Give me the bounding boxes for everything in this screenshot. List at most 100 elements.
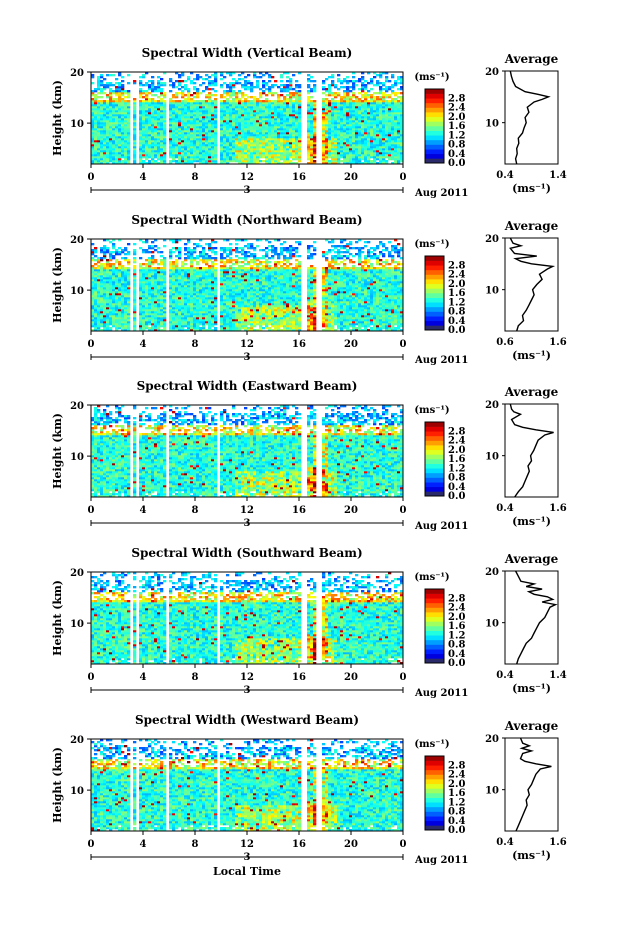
heatmap-cell <box>256 120 260 123</box>
heatmap-cell <box>127 120 131 123</box>
heatmap-cell <box>103 136 107 139</box>
heatmap-cell <box>388 86 392 89</box>
heatmap-cell <box>196 309 200 312</box>
heatmap-cell <box>100 305 104 308</box>
heatmap-cell <box>250 114 254 117</box>
heatmap-cell <box>376 156 380 159</box>
heatmap-cell <box>154 293 158 296</box>
heatmap-cell <box>385 144 389 147</box>
heatmap-cell <box>397 140 401 143</box>
heatmap-cell <box>91 120 95 123</box>
heatmap-cell <box>244 120 248 123</box>
heatmap-cell <box>133 317 137 320</box>
heatmap-cell <box>169 102 173 105</box>
heatmap-cell <box>121 90 125 93</box>
heatmap-cell <box>100 154 104 157</box>
x-tick-label: 8 <box>192 172 199 183</box>
heatmap-cell <box>127 285 131 288</box>
heatmap-cell <box>256 130 260 133</box>
heatmap-cell <box>334 130 338 133</box>
heatmap-cell <box>190 82 194 85</box>
heatmap-cell <box>268 148 272 151</box>
heatmap-cell <box>184 283 188 286</box>
heatmap-cell <box>103 140 107 143</box>
heatmap-cell <box>298 158 302 161</box>
heatmap-cell <box>253 102 257 105</box>
heatmap-cell <box>328 144 332 147</box>
heatmap-cell <box>178 271 182 274</box>
heatmap-cell <box>244 76 248 79</box>
heatmap-cell <box>235 108 239 111</box>
heatmap-cell <box>334 150 338 153</box>
heatmap-cell <box>289 154 293 157</box>
heatmap-cell <box>112 134 116 137</box>
heatmap-cell <box>142 307 146 310</box>
heatmap-cell <box>208 96 212 99</box>
heatmap-cell <box>199 92 203 95</box>
heatmap-cell <box>142 283 146 286</box>
heatmap-cell <box>352 106 356 109</box>
heatmap-cell <box>100 249 104 252</box>
heatmap-cell <box>175 261 179 264</box>
heatmap-cell <box>190 114 194 117</box>
heatmap-cell <box>124 301 128 304</box>
heatmap-cell <box>142 142 146 145</box>
heatmap-cell <box>175 140 179 143</box>
heatmap-cell <box>277 142 281 145</box>
heatmap-cell <box>109 114 113 117</box>
heatmap-cell <box>97 261 101 264</box>
heatmap-cell <box>118 281 122 284</box>
heatmap-cell <box>151 128 155 131</box>
heatmap-cell <box>331 160 335 163</box>
heatmap-cell <box>145 313 149 316</box>
heatmap-cell <box>250 150 254 153</box>
heatmap-cell <box>142 84 146 87</box>
heatmap-cell <box>370 130 374 133</box>
heatmap-cell <box>220 156 224 159</box>
heatmap-cell <box>394 82 398 85</box>
heatmap-cell <box>262 154 266 157</box>
heatmap-cell <box>229 146 233 149</box>
heatmap-cell <box>337 138 341 141</box>
heatmap-cell <box>148 263 152 266</box>
heatmap-cell <box>139 283 143 286</box>
heatmap-cell <box>157 134 161 137</box>
heatmap-cell <box>151 251 155 254</box>
heatmap-cell <box>208 154 212 157</box>
heatmap-cell <box>400 150 404 153</box>
heatmap-cell <box>253 116 257 119</box>
heatmap-cell <box>124 291 128 294</box>
heatmap-cell <box>193 122 197 125</box>
heatmap-cell <box>145 92 149 95</box>
heatmap-cell <box>379 100 383 103</box>
heatmap-cell <box>112 265 116 268</box>
heatmap-cell <box>196 295 200 298</box>
heatmap-cell <box>256 162 260 165</box>
heatmap-cell <box>358 124 362 127</box>
heatmap-cell <box>157 301 161 304</box>
heatmap-cell <box>256 132 260 135</box>
heatmap-cell <box>205 74 209 77</box>
heatmap-cell <box>187 116 191 119</box>
heatmap-cell <box>193 140 197 143</box>
heatmap-cell <box>121 156 125 159</box>
heatmap-cell <box>358 142 362 145</box>
heatmap-cell <box>178 142 182 145</box>
heatmap-cell <box>310 146 314 149</box>
heatmap-cell <box>271 110 275 113</box>
heatmap-cell <box>223 76 227 79</box>
heatmap-cell <box>310 88 314 91</box>
heatmap-cell <box>241 142 245 145</box>
heatmap-cell <box>283 112 287 115</box>
heatmap-cell <box>97 279 101 282</box>
heatmap-cell <box>109 257 113 260</box>
heatmap-cell <box>163 100 167 103</box>
heatmap-cell <box>151 279 155 282</box>
heatmap-cell <box>178 130 182 133</box>
heatmap-cell <box>364 128 368 131</box>
heatmap-cell <box>133 273 137 276</box>
heatmap-cell <box>187 88 191 91</box>
heatmap-cell <box>148 267 152 270</box>
heatmap-cell <box>355 134 359 137</box>
colorbar-step <box>425 126 444 131</box>
